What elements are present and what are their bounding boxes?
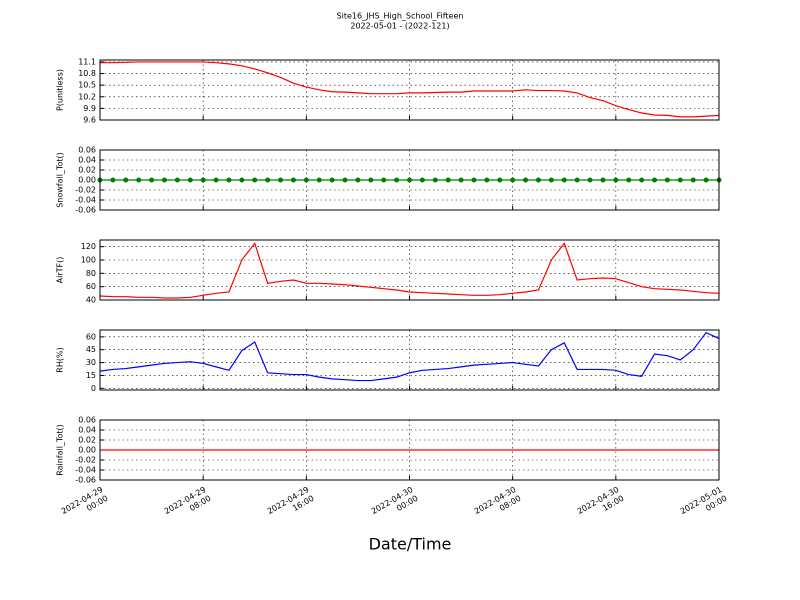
data-point	[200, 177, 206, 183]
y-tick-label: 15	[86, 371, 96, 380]
y-tick-label: 10.8	[78, 69, 96, 78]
data-point	[329, 177, 335, 183]
data-point	[342, 177, 348, 183]
y-tick-label: 60	[86, 332, 96, 341]
plot-frame	[99, 59, 720, 121]
data-point	[303, 177, 309, 183]
y-axis-label: P(unitless)	[56, 69, 65, 111]
y-axis-label: Snowfall_Tot()	[56, 152, 65, 208]
data-point	[484, 177, 490, 183]
data-point	[149, 177, 155, 183]
data-point	[471, 177, 477, 183]
data-point	[600, 177, 606, 183]
y-tick-label: -0.02	[75, 186, 96, 195]
y-tick-label: -0.04	[75, 466, 96, 475]
y-tick-label: -0.06	[75, 476, 96, 485]
y-tick-label: -0.04	[75, 196, 96, 205]
data-point	[394, 177, 400, 183]
data-point	[355, 177, 361, 183]
data-point	[626, 177, 632, 183]
data-point	[368, 177, 374, 183]
y-tick-label: 0	[91, 384, 96, 393]
y-tick-label: 45	[86, 345, 96, 354]
data-point	[652, 177, 658, 183]
data-point	[587, 177, 593, 183]
data-point	[252, 177, 258, 183]
data-point	[639, 177, 645, 183]
y-tick-label: 0.04	[78, 156, 96, 165]
data-point	[407, 177, 412, 183]
data-point	[703, 177, 709, 183]
y-tick-label: 0.02	[78, 436, 96, 445]
y-tick-label: 40	[86, 296, 96, 305]
data-line	[99, 242, 720, 299]
data-point	[187, 177, 193, 183]
y-tick-label: 80	[86, 269, 96, 278]
data-point	[110, 177, 116, 183]
y-tick-label: -0.02	[75, 456, 96, 465]
data-point	[123, 177, 129, 183]
data-point	[278, 177, 284, 183]
data-point	[523, 177, 529, 183]
plot-frame	[99, 419, 720, 481]
data-point	[510, 177, 516, 183]
y-tick-label: 0.02	[78, 166, 96, 175]
data-point	[664, 177, 670, 183]
data-point	[419, 177, 425, 183]
data-point	[677, 177, 683, 183]
data-point	[561, 177, 567, 183]
data-point	[161, 177, 167, 183]
y-tick-label: 10.5	[78, 81, 96, 90]
y-tick-label: -0.06	[75, 206, 96, 215]
data-point	[290, 177, 296, 183]
y-tick-label: 10.2	[78, 92, 96, 101]
y-tick-label: 9.6	[83, 116, 96, 125]
y-axis-label: AirTF()	[56, 257, 65, 284]
y-tick-label: 0.04	[78, 426, 96, 435]
data-line	[100, 61, 720, 118]
plot-frame	[99, 329, 720, 391]
chart-subtitle: 2022-05-01 - (2022-121)	[350, 22, 449, 31]
data-point	[381, 177, 387, 183]
data-point	[432, 177, 438, 183]
chart-title: Site16_JHS_High_School_Fifteen	[337, 12, 464, 21]
y-tick-label: 0.00	[78, 446, 96, 455]
data-point	[458, 177, 464, 183]
data-point	[226, 177, 232, 183]
y-axis-label: Rainfall_Tot()	[56, 424, 65, 476]
data-point	[445, 177, 451, 183]
y-tick-label: 60	[86, 282, 96, 291]
y-tick-label: 9.9	[83, 104, 96, 113]
data-point	[548, 177, 554, 183]
y-tick-label: 11.1	[78, 57, 96, 66]
plot-frame	[99, 239, 720, 301]
data-point	[239, 177, 245, 183]
data-point	[497, 177, 503, 183]
y-tick-label: 120	[81, 242, 96, 251]
data-point	[535, 177, 541, 183]
y-tick-label: 0.06	[78, 416, 96, 425]
data-point	[174, 177, 180, 183]
x-axis-label: Date/Time	[369, 535, 452, 554]
plot-frame	[99, 149, 720, 211]
data-point	[213, 177, 219, 183]
data-point	[265, 177, 271, 183]
y-tick-label: 100	[81, 256, 96, 265]
data-point	[613, 177, 619, 183]
data-line	[99, 331, 720, 382]
data-point	[136, 177, 142, 183]
y-tick-label: 30	[86, 358, 96, 367]
y-tick-label: 0.00	[78, 176, 96, 185]
y-axis-label: RH(%)	[56, 347, 65, 372]
y-tick-label: 0.06	[78, 146, 96, 155]
data-point	[574, 177, 580, 183]
data-point	[316, 177, 322, 183]
data-point	[690, 177, 696, 183]
